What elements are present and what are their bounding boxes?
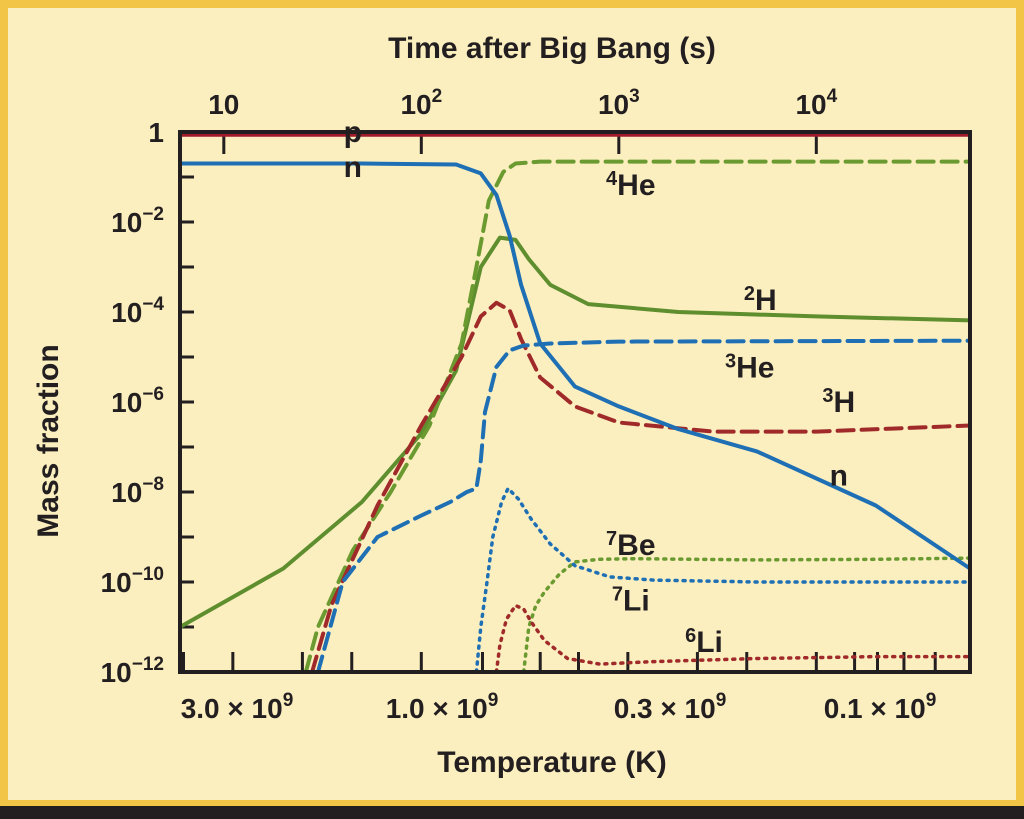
label-Li7: 7Li	[612, 584, 650, 618]
data-series	[178, 132, 972, 674]
series-H2-line	[178, 235, 972, 629]
label-n-bottom: n	[830, 459, 848, 492]
top-tick-label-2: 103	[598, 86, 640, 120]
y-axis-title: Mass fraction	[32, 344, 65, 537]
chart-background	[8, 8, 1016, 800]
series-Li6-line	[494, 603, 972, 674]
series-Li7-line	[474, 486, 972, 674]
series-Be7-line	[521, 556, 972, 674]
y-tick-label-2: 10−4	[111, 294, 164, 328]
label-n-top: n	[344, 151, 362, 184]
y-tick-label-4: 10−8	[111, 474, 164, 508]
label-H3: 3H	[822, 385, 855, 419]
tick-labels: 1 10−2 10−4 10−6 10−8 10−10 10−12 10 102 103 104 3.…	[101, 86, 937, 724]
y-tick-label-3: 10−6	[111, 384, 164, 418]
bottom-axis-title: Temperature (K)	[437, 746, 666, 779]
top-tick-label-0: 10	[208, 89, 239, 120]
label-He4: 4He	[606, 168, 655, 202]
label-H2: 2H	[744, 283, 777, 317]
y-tick-label-0: 1	[148, 117, 164, 148]
bottom-bar	[0, 806, 1024, 819]
bottom-tick-label-3: 0.1 × 109	[824, 690, 937, 724]
top-tick-label-3: 104	[795, 86, 837, 120]
label-Li6: 6Li	[685, 625, 723, 659]
bottom-tick-label-0: 3.0 × 109	[181, 690, 294, 724]
y-tick-label-5: 10−10	[101, 564, 164, 598]
bottom-tick-label-2: 0.3 × 109	[614, 690, 727, 724]
label-He3: 3He	[725, 351, 774, 385]
series-n-line	[178, 161, 972, 571]
plot-area	[178, 130, 972, 674]
y-tick-label-6: 10−12	[101, 654, 164, 688]
top-axis-title: Time after Big Bang (s)	[388, 32, 716, 65]
bottom-tick-label-1: 1.0 × 109	[386, 690, 499, 724]
series-He4-line	[303, 159, 972, 674]
top-tick-label-1: 102	[400, 86, 442, 120]
y-tick-label-1: 10−2	[111, 204, 164, 238]
axis-ticks	[180, 130, 937, 674]
label-Be7: 7Be	[606, 528, 655, 562]
